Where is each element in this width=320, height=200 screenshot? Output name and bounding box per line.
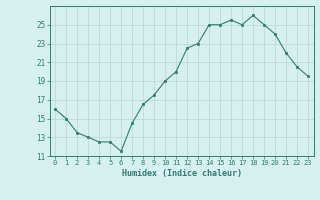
X-axis label: Humidex (Indice chaleur): Humidex (Indice chaleur) [122,169,242,178]
